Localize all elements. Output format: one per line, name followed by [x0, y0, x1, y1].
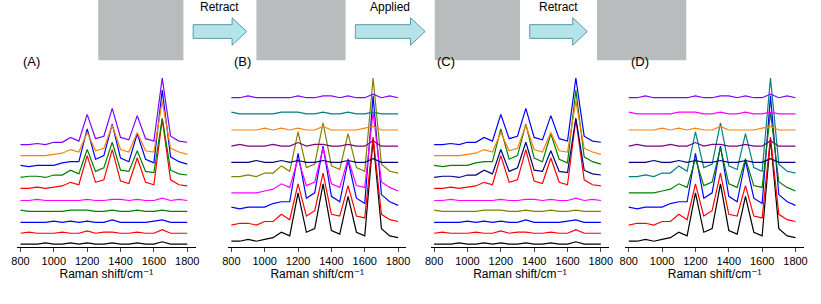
- svg-text:(A): (A): [23, 54, 40, 69]
- svg-text:Retract: Retract: [539, 0, 578, 14]
- svg-text:1800: 1800: [175, 255, 199, 267]
- svg-text:1600: 1600: [353, 255, 377, 267]
- svg-text:1600: 1600: [555, 255, 579, 267]
- svg-text:1200: 1200: [286, 255, 310, 267]
- svg-text:800: 800: [11, 255, 29, 267]
- svg-text:Raman shift/cm⁻¹: Raman shift/cm⁻¹: [270, 267, 364, 281]
- svg-text:1200: 1200: [489, 255, 513, 267]
- svg-text:1000: 1000: [252, 255, 276, 267]
- svg-text:Applied: Applied: [370, 0, 410, 14]
- svg-text:1400: 1400: [108, 255, 132, 267]
- svg-text:1800: 1800: [783, 255, 807, 267]
- svg-text:Retract: Retract: [200, 0, 239, 14]
- svg-text:1000: 1000: [42, 255, 66, 267]
- svg-text:1400: 1400: [522, 255, 546, 267]
- svg-text:1400: 1400: [319, 255, 343, 267]
- svg-text:1800: 1800: [589, 255, 613, 267]
- svg-text:1000: 1000: [455, 255, 479, 267]
- svg-text:Raman shift/cm⁻¹: Raman shift/cm⁻¹: [473, 267, 567, 281]
- svg-text:800: 800: [222, 255, 240, 267]
- svg-text:800: 800: [620, 255, 638, 267]
- svg-text:(C): (C): [437, 54, 455, 69]
- svg-text:(B): (B): [234, 54, 251, 69]
- svg-text:(D): (D): [631, 54, 649, 69]
- svg-text:800: 800: [425, 255, 443, 267]
- svg-text:Raman shift/cm⁻¹: Raman shift/cm⁻¹: [668, 267, 762, 281]
- svg-text:1200: 1200: [683, 255, 707, 267]
- svg-text:1200: 1200: [75, 255, 99, 267]
- svg-text:1600: 1600: [750, 255, 774, 267]
- svg-text:Raman shift/cm⁻¹: Raman shift/cm⁻¹: [60, 267, 154, 281]
- svg-text:1000: 1000: [650, 255, 674, 267]
- svg-text:1400: 1400: [717, 255, 741, 267]
- svg-text:1600: 1600: [142, 255, 166, 267]
- svg-text:1800: 1800: [386, 255, 410, 267]
